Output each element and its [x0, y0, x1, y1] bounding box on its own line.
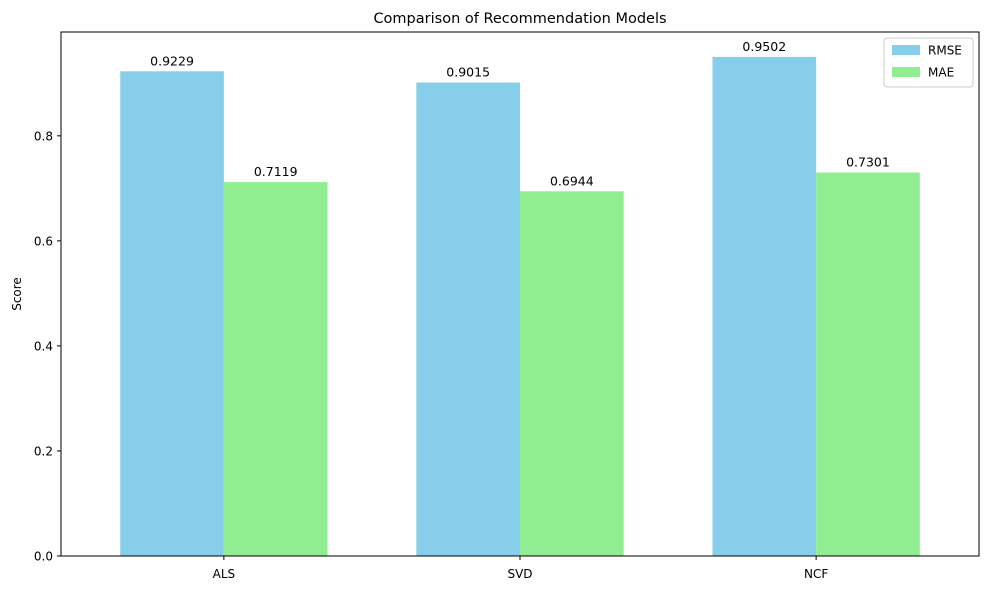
- bars-layer: [120, 56, 920, 557]
- x-tick-label-als: ALS: [213, 567, 236, 581]
- y-axis-label: Score: [10, 277, 24, 311]
- data-label-mae-als: 0.7119: [254, 164, 298, 179]
- data-label-rmse-svd: 0.9015: [446, 65, 490, 80]
- data-label-mae-svd: 0.6944: [550, 173, 594, 188]
- y-tick-label: 0.2: [34, 444, 53, 458]
- legend-swatch-rmse: [892, 45, 920, 55]
- legend-label-mae: MAE: [928, 66, 954, 80]
- y-tick-label: 0.4: [34, 339, 53, 353]
- x-tick-label-svd: SVD: [507, 567, 532, 581]
- chart-title: Comparison of Recommendation Models: [373, 11, 666, 27]
- legend-swatch-mae: [892, 67, 920, 77]
- bar-rmse-ncf: [712, 56, 817, 556]
- data-label-mae-ncf: 0.7301: [846, 155, 890, 170]
- bar-rmse-svd: [416, 82, 520, 556]
- bar-rmse-als: [120, 71, 224, 556]
- y-tick-label: 0.6: [34, 234, 53, 248]
- data-labels-layer: 0.9229 0.9015 0.9502 0.7119 0.6944 0.7301: [150, 39, 890, 188]
- bar-mae-als: [223, 182, 328, 556]
- y-tick-label: 0.8: [34, 129, 53, 143]
- bar-mae-svd: [520, 191, 624, 557]
- x-axis: ALS SVD NCF: [213, 556, 828, 581]
- x-tick-label-ncf: NCF: [804, 567, 828, 581]
- data-label-rmse-als: 0.9229: [150, 53, 194, 68]
- legend: RMSE MAE: [883, 37, 974, 88]
- y-axis: 0.0 0.2 0.4 0.6 0.8: [34, 129, 61, 564]
- y-tick-label: 0.0: [34, 550, 53, 564]
- bar-mae-ncf: [816, 172, 920, 557]
- legend-label-rmse: RMSE: [928, 44, 962, 58]
- data-label-rmse-ncf: 0.9502: [742, 39, 786, 54]
